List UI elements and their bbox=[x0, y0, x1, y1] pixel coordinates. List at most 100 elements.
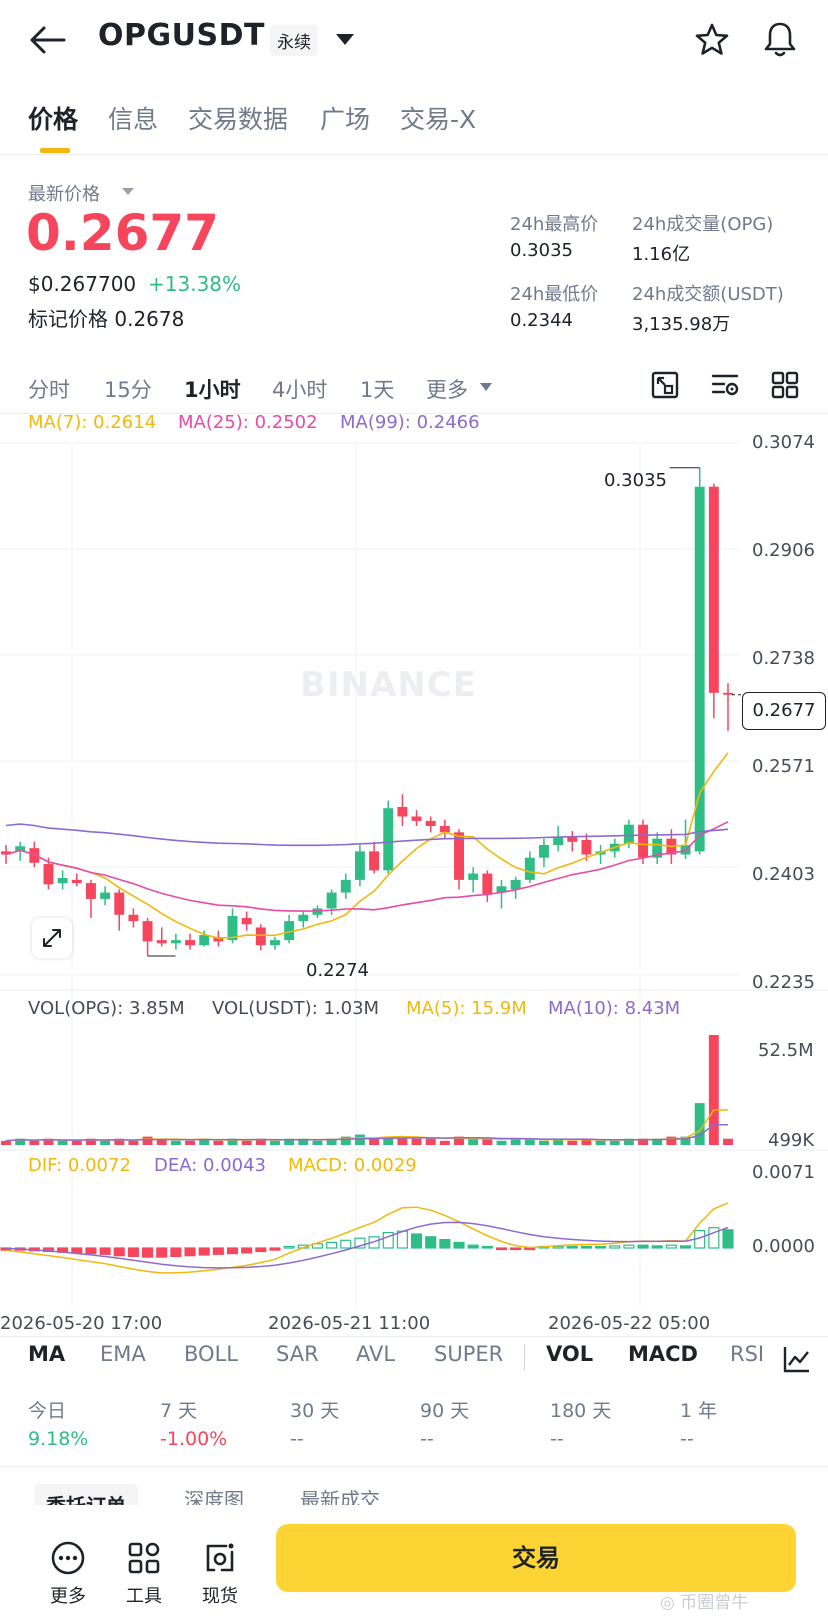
macd-histogram-bar bbox=[326, 1241, 338, 1249]
macd-histogram-bar bbox=[510, 1247, 522, 1251]
latest-price: 0.2677 bbox=[26, 204, 219, 262]
more-dots-icon bbox=[51, 1541, 85, 1575]
tools-button[interactable]: 工具 bbox=[114, 1540, 174, 1608]
indicator-macd[interactable]: MACD bbox=[628, 1342, 698, 1366]
price-axis-label: 0.2403 bbox=[752, 864, 815, 885]
dif-line bbox=[5, 1202, 729, 1274]
volume-bar bbox=[15, 1138, 26, 1145]
volume-bar bbox=[524, 1138, 535, 1145]
candle-down bbox=[638, 824, 649, 858]
volume-bar bbox=[185, 1140, 195, 1145]
spot-exchange-icon bbox=[206, 1543, 234, 1572]
timeframe-15m[interactable]: 15分 bbox=[104, 378, 152, 402]
volume-bar bbox=[694, 1103, 705, 1145]
candle-up bbox=[298, 914, 309, 922]
latest-price-label[interactable]: 最新价格 bbox=[28, 184, 100, 205]
volume-bar bbox=[156, 1138, 167, 1145]
candle-up bbox=[553, 837, 564, 846]
period-1y-label: 1 年 bbox=[680, 1400, 718, 1422]
indicator-avl[interactable]: AVL bbox=[356, 1342, 396, 1366]
macd-histogram-bar bbox=[708, 1227, 720, 1249]
candle-up bbox=[199, 935, 210, 946]
tab-square[interactable]: 广场 bbox=[320, 105, 371, 134]
timeframe-1d[interactable]: 1天 bbox=[360, 378, 395, 402]
timeframe-4h[interactable]: 4小时 bbox=[272, 378, 328, 402]
period-90d-label: 90 天 bbox=[420, 1400, 470, 1422]
macd-histogram-bar bbox=[481, 1245, 493, 1249]
volume-bar bbox=[213, 1140, 224, 1145]
star-icon[interactable] bbox=[694, 22, 730, 58]
macd-histogram-bar bbox=[382, 1231, 394, 1249]
tab-info[interactable]: 信息 bbox=[108, 105, 159, 134]
candle-up bbox=[354, 851, 365, 880]
volume-bar bbox=[354, 1134, 365, 1145]
macd-histogram-bar bbox=[127, 1247, 139, 1257]
volume-bar bbox=[482, 1138, 493, 1145]
candle-down bbox=[439, 825, 450, 833]
grid-layout-icon[interactable] bbox=[770, 370, 800, 400]
line-chart-icon[interactable] bbox=[782, 1344, 812, 1374]
trade-button[interactable]: 交易 bbox=[276, 1524, 796, 1592]
timeframe-1h[interactable]: 1小时 bbox=[184, 378, 241, 402]
volume-24h-value: 1.16亿 bbox=[632, 244, 691, 265]
bell-icon[interactable] bbox=[762, 20, 798, 58]
mark-price: 标记价格 0.2678 bbox=[28, 307, 185, 331]
spot-button[interactable]: 现货 bbox=[190, 1540, 250, 1608]
volume-bar bbox=[57, 1140, 68, 1145]
symbol-dropdown-icon[interactable] bbox=[336, 34, 354, 45]
macd-histogram-bar bbox=[566, 1245, 578, 1249]
volume-bar bbox=[241, 1140, 252, 1145]
macd-histogram-bar bbox=[311, 1243, 324, 1249]
timeframe-more[interactable]: 更多 bbox=[426, 378, 468, 402]
volume-bar bbox=[510, 1138, 521, 1145]
macd-histogram-bar bbox=[453, 1241, 465, 1249]
period-today-value: 9.18% bbox=[28, 1428, 89, 1450]
symbol-title[interactable]: OPGUSDT bbox=[98, 18, 265, 53]
indicator-boll[interactable]: BOLL bbox=[184, 1342, 238, 1366]
timeframe-line[interactable]: 分时 bbox=[28, 378, 70, 402]
candle-up bbox=[539, 845, 549, 858]
turnover-24h-label: 24h成交额(USDT) bbox=[632, 284, 784, 305]
volume-bar bbox=[723, 1138, 733, 1145]
tab-trading-data[interactable]: 交易数据 bbox=[188, 105, 289, 134]
candle-up bbox=[652, 838, 663, 858]
candle-down bbox=[255, 927, 266, 946]
indicator-super[interactable]: SUPER bbox=[434, 1342, 504, 1366]
candlestick-chart[interactable] bbox=[0, 405, 828, 1310]
chevron-down-icon[interactable] bbox=[480, 383, 492, 391]
candle-down bbox=[581, 839, 592, 855]
price-axis-label: 0.2906 bbox=[752, 540, 815, 561]
divider bbox=[0, 1466, 828, 1467]
expand-chart-button[interactable] bbox=[32, 918, 72, 958]
volume-bar bbox=[142, 1136, 153, 1145]
macd-histogram-bar bbox=[71, 1247, 83, 1254]
indicator-ma[interactable]: MA bbox=[28, 1342, 66, 1366]
macd-histogram-bar bbox=[410, 1233, 423, 1249]
more-button[interactable]: 更多 bbox=[38, 1540, 98, 1608]
volume-24h-label: 24h成交量(OPG) bbox=[632, 214, 774, 235]
macd-histogram-bar bbox=[552, 1245, 564, 1249]
indicator-separator bbox=[524, 1344, 525, 1370]
dea-line bbox=[5, 1221, 729, 1269]
indicator-sar[interactable]: SAR bbox=[276, 1342, 319, 1366]
candle-up bbox=[340, 879, 351, 893]
tab-price[interactable]: 价格 bbox=[28, 105, 79, 134]
macd-histogram-bar bbox=[722, 1229, 734, 1249]
volume-bar bbox=[439, 1140, 450, 1145]
chevron-down-icon[interactable] bbox=[122, 188, 134, 195]
volume-axis-label: 499K bbox=[768, 1130, 815, 1151]
volume-bar bbox=[29, 1140, 40, 1145]
chart-settings-icon[interactable] bbox=[650, 370, 680, 400]
tab-trade-x[interactable]: 交易-X bbox=[400, 105, 477, 134]
arrow-left-icon[interactable] bbox=[28, 22, 68, 58]
candle-down bbox=[142, 921, 153, 942]
indicator-settings-icon[interactable] bbox=[710, 370, 740, 400]
volume-bar bbox=[567, 1140, 578, 1145]
indicator-rsi[interactable]: RSI bbox=[730, 1342, 765, 1366]
candle-up bbox=[227, 916, 238, 941]
indicator-ema[interactable]: EMA bbox=[100, 1342, 146, 1366]
volume-bar bbox=[326, 1138, 337, 1145]
dea-legend: DEA: 0.0043 bbox=[154, 1155, 266, 1176]
indicator-vol[interactable]: VOL bbox=[546, 1342, 594, 1366]
period-30d-value: -- bbox=[290, 1428, 304, 1450]
